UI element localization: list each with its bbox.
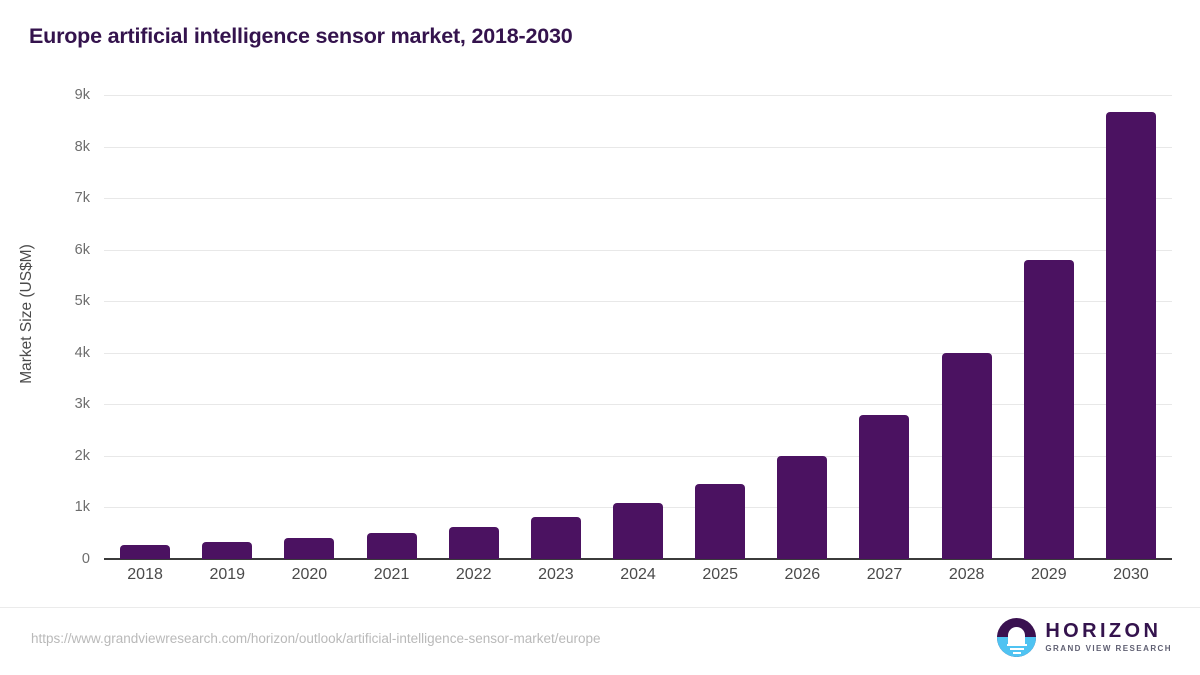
x-tick-label-2023: 2023 <box>538 566 574 583</box>
plot-area <box>104 95 1172 560</box>
bar-slot <box>433 95 515 559</box>
y-tick-label: 7k <box>74 190 90 206</box>
footer-divider <box>0 607 1200 608</box>
gridline-7k <box>104 198 1172 199</box>
horizon-logo-icon <box>997 617 1037 657</box>
bar-2025[interactable] <box>695 484 746 559</box>
bar-2023[interactable] <box>530 516 581 559</box>
x-tick-label-2027: 2027 <box>866 566 903 583</box>
x-tick-label-2018: 2018 <box>127 566 163 583</box>
x-tick-label-2020: 2020 <box>291 566 328 583</box>
y-tick-label: 4k <box>74 344 90 361</box>
source-url[interactable]: https://www.grandviewresearch.com/horizo… <box>31 631 601 646</box>
gridline-5k <box>104 301 1172 302</box>
bar-slot <box>104 95 186 559</box>
bar-2027[interactable] <box>859 414 910 559</box>
x-axis-tick-labels: 2018 2019 2020 2021 2022 2023 2024 2025 2026 2027… <box>104 566 1172 596</box>
logo-tagline: GRAND VIEW RESEARCH <box>1045 643 1172 653</box>
x-tick-label-2022: 2022 <box>455 566 492 583</box>
bar-slot <box>186 95 268 559</box>
gridline-6k <box>104 249 1172 251</box>
logo-name: HORIZON <box>1045 619 1162 642</box>
bar-2028[interactable] <box>941 353 992 559</box>
bar-2020[interactable] <box>284 537 335 559</box>
bar-slot <box>761 95 843 559</box>
bar-series <box>104 95 1172 559</box>
gridline-8k <box>104 146 1172 148</box>
bar-2019[interactable] <box>202 542 253 559</box>
x-tick-label-2028: 2028 <box>948 566 985 583</box>
y-tick-label: 5k <box>74 293 90 309</box>
bar-slot <box>1008 95 1090 559</box>
x-tick-label-2021: 2021 <box>373 566 410 583</box>
bar-slot <box>843 95 925 559</box>
bar-slot <box>268 95 350 559</box>
x-tick-label-2030: 2030 <box>1113 566 1149 583</box>
bar-slot <box>679 95 761 559</box>
bar-2018[interactable] <box>120 544 171 559</box>
x-tick-label-2026: 2026 <box>784 566 821 583</box>
gridline-3k <box>104 404 1172 405</box>
gridline-4k <box>104 352 1172 354</box>
y-tick-label: 1k <box>74 499 90 515</box>
y-tick-label: 2k <box>74 447 90 464</box>
bar-slot <box>1090 95 1172 559</box>
gridline-2k <box>104 455 1172 457</box>
bar-2024[interactable] <box>613 502 664 559</box>
bar-2029[interactable] <box>1023 260 1074 559</box>
bar-slot <box>597 95 679 559</box>
horizon-logo: HORIZON GRAND VIEW RESEARCH <box>997 617 1172 657</box>
x-tick-label-2024: 2024 <box>620 566 656 583</box>
y-tick-label: 6k <box>74 241 90 258</box>
bar-slot <box>350 95 432 559</box>
y-tick-label: 3k <box>74 396 90 412</box>
y-tick-label: 9k <box>74 87 90 103</box>
bar-slot <box>926 95 1008 559</box>
bar-2030[interactable] <box>1105 112 1156 559</box>
bar-2026[interactable] <box>777 456 828 559</box>
bar-2022[interactable] <box>448 526 499 559</box>
y-tick-label: 8k <box>74 138 90 155</box>
gridline-9k <box>104 95 1172 96</box>
x-tick-label-2029: 2029 <box>1031 566 1067 583</box>
logo-text: HORIZON GRAND VIEW RESEARCH <box>1045 619 1172 654</box>
bar-2021[interactable] <box>366 532 417 559</box>
y-tick-label: 0 <box>81 551 90 567</box>
y-axis-tick-labels: 9k 8k 7k 6k 5k 4k 3k 2k 1k 0 <box>0 87 104 567</box>
x-tick-label-2025: 2025 <box>702 566 738 583</box>
page-title: Europe artificial intelligence sensor ma… <box>29 24 573 48</box>
x-tick-label-2019: 2019 <box>209 566 246 583</box>
bar-slot <box>515 95 597 559</box>
